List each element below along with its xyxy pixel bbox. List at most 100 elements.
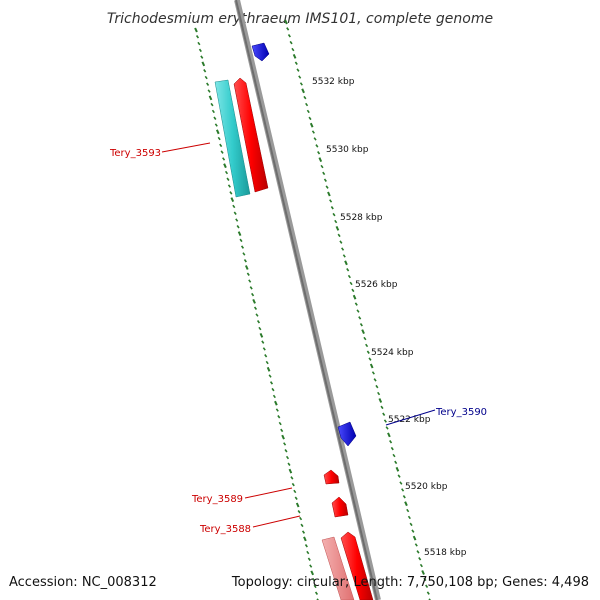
right-ruler-tick — [394, 460, 398, 465]
gene-label-leaders — [161, 142, 436, 528]
left-ruler-tick — [219, 143, 223, 148]
right-ruler-tick — [303, 95, 307, 100]
right-ruler-tick — [301, 88, 305, 94]
genome-backbone — [234, 0, 381, 600]
left-ruler-tick — [313, 584, 317, 589]
gene-arrow-bottom-red[interactable] — [340, 531, 374, 600]
left-ruler-tick — [262, 347, 266, 351]
right-ruler-tick — [414, 543, 418, 547]
left-ruler-tick — [253, 306, 258, 310]
right-ruler-tick — [421, 570, 425, 575]
left-ruler-tick — [265, 360, 269, 365]
left-ruler-tick — [278, 421, 282, 426]
tick-label-5518: 5518 kbp — [424, 548, 467, 558]
right-ruler-tick — [315, 144, 319, 148]
gene-arrow-top-reverse[interactable] — [251, 42, 270, 62]
left-ruler-tick — [252, 298, 256, 304]
right-ruler-tick — [341, 247, 345, 251]
left-ruler-tick — [291, 482, 295, 487]
right-ruler-tick — [305, 102, 309, 107]
gene-label-tery-3588[interactable]: Tery_3588 — [199, 524, 251, 535]
right-ruler-tick — [339, 240, 343, 244]
right-ruler-tick — [334, 219, 338, 224]
left-ruler-tick — [249, 286, 253, 290]
gene-label-tery-3593[interactable]: Tery_3593 — [109, 148, 161, 159]
right-ruler-tick — [385, 426, 389, 430]
left-ruler-tick — [307, 557, 311, 561]
left-ruler-tick — [288, 468, 293, 474]
gene-arrow-tery-3589[interactable] — [323, 469, 340, 485]
right-ruler-tick — [356, 309, 360, 313]
left-ruler-tick — [301, 530, 306, 534]
left-ruler-tick — [210, 102, 214, 107]
left-ruler-tick — [304, 544, 308, 548]
left-ruler-tick — [284, 449, 288, 453]
right-ruler-tick — [330, 206, 334, 210]
right-ruler-tick — [382, 412, 386, 416]
left-ruler-tick — [217, 136, 221, 141]
left-ruler-tick — [211, 109, 215, 114]
right-ruler-tick — [423, 577, 427, 582]
right-ruler-tick — [332, 212, 336, 217]
left-ruler-tick — [271, 387, 275, 392]
tick-label-5528: 5528 kbp — [340, 213, 383, 223]
right-ruler-tick — [337, 233, 341, 238]
right-ruler-tick — [349, 281, 353, 286]
left-ruler-tick — [300, 523, 304, 528]
right-ruler-tick — [291, 47, 295, 52]
gene-arrow-tery-3588[interactable] — [331, 496, 349, 518]
right-ruler-tick — [404, 501, 408, 507]
right-ruler-tick — [327, 191, 331, 197]
right-ruler-tick — [289, 40, 293, 45]
gene-arrow-tery-3593[interactable] — [233, 77, 269, 193]
cds-feature-bottom-pink[interactable] — [321, 536, 355, 600]
right-ruler-tick — [389, 440, 393, 444]
left-ruler-tick — [277, 415, 281, 419]
gene-label-tery-3589[interactable]: Tery_3589 — [191, 494, 243, 505]
right-ruler-tick — [292, 53, 297, 59]
right-ruler-tick — [294, 61, 298, 65]
left-ruler-tick — [293, 489, 297, 494]
gene-arrow-tery-3590[interactable] — [337, 421, 357, 447]
right-ruler-tick — [322, 171, 326, 176]
left-ruler-tick — [246, 272, 250, 276]
left-ruler-tick — [197, 41, 201, 46]
left-ruler-tick — [259, 332, 264, 338]
left-ruler-tick — [256, 320, 261, 324]
right-ruler-tick — [407, 515, 411, 520]
left-ruler-tick — [224, 170, 229, 175]
left-ruler-tick — [274, 400, 278, 406]
left-ruler-tick — [285, 455, 290, 460]
left-ruler-tick — [226, 177, 230, 181]
right-ruler-tick — [416, 550, 420, 554]
left-ruler-tick — [290, 476, 294, 480]
right-ruler-tick — [286, 27, 290, 31]
right-ruler-tick — [284, 19, 288, 25]
left-ruler-tick — [280, 428, 284, 433]
left-ruler-tick — [227, 184, 231, 188]
right-ruler-tick — [418, 557, 422, 561]
left-ruler-tick — [208, 95, 213, 101]
left-ruler-tick — [244, 265, 249, 270]
right-ruler-tick — [317, 151, 321, 155]
right-ruler-tick — [402, 495, 406, 499]
right-ruler-tick — [346, 268, 350, 272]
left-ruler-tick — [223, 163, 227, 169]
right-ruler-tick — [390, 446, 394, 451]
right-ruler-tick — [366, 350, 370, 354]
right-ruler-tick — [409, 522, 413, 527]
left-ruler-tick — [281, 434, 285, 440]
left-ruler-tick — [204, 75, 208, 80]
cds-feature-tery-3593[interactable] — [214, 79, 251, 198]
right-ruler-tick — [387, 432, 391, 438]
gene-label-tery-3590[interactable]: Tery_3590 — [435, 407, 487, 418]
left-ruler-tick — [316, 598, 319, 600]
left-ruler-tick — [222, 157, 226, 161]
right-ruler-tick — [287, 34, 291, 38]
right-ruler-tick — [354, 302, 358, 306]
right-ruler-tick — [347, 274, 351, 279]
left-ruler-tick — [248, 279, 252, 283]
accession-text: Accession: NC_008312 — [9, 575, 157, 590]
left-ruler-tick — [215, 129, 220, 135]
